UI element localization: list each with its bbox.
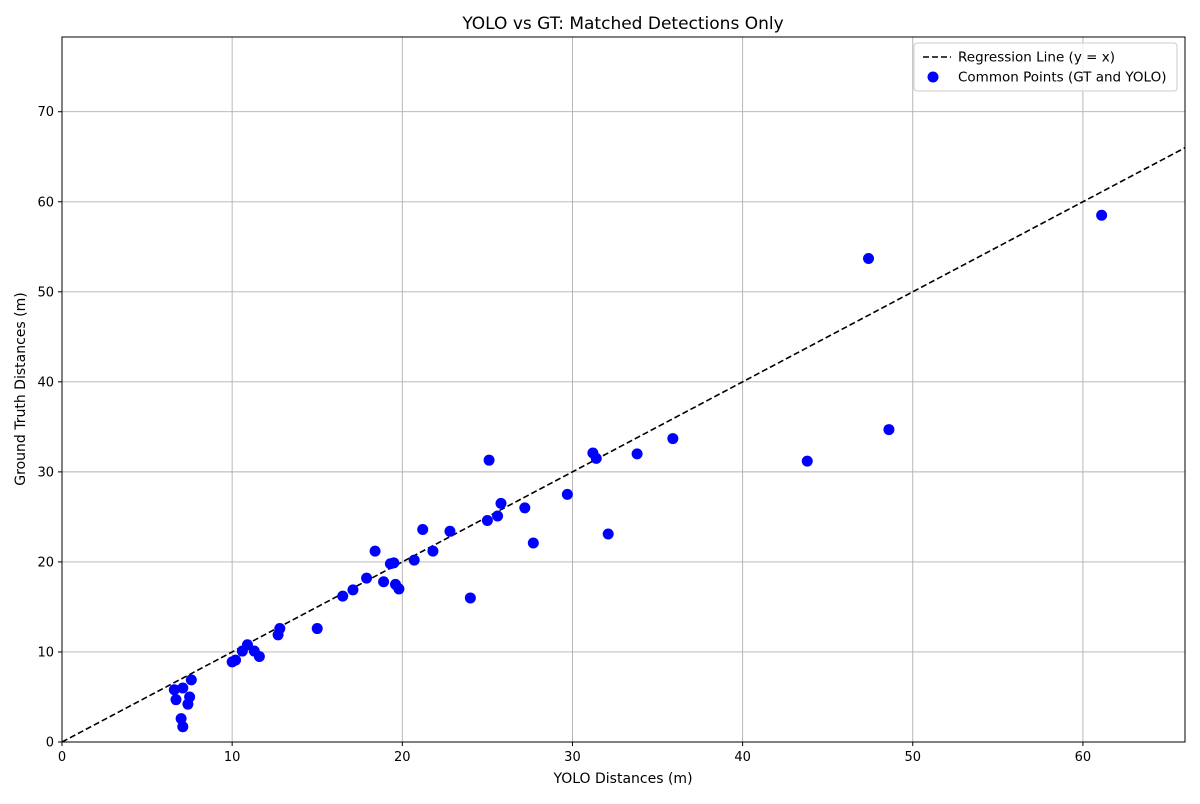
- data-point: [483, 454, 495, 466]
- y-tick-label: 0: [46, 736, 54, 751]
- x-tick-label: 60: [1075, 750, 1092, 765]
- data-point: [631, 448, 643, 460]
- data-point: [801, 455, 813, 467]
- x-tick-label: 0: [58, 750, 66, 765]
- y-axis-label: Ground Truth Distances (m): [13, 292, 29, 485]
- legend-point-swatch: [927, 71, 939, 83]
- plot-area-frame: [61, 36, 1186, 743]
- data-point: [464, 592, 476, 604]
- data-point: [667, 433, 679, 445]
- data-point: [369, 545, 381, 557]
- y-tick-label: 70: [37, 105, 54, 120]
- data-point: [311, 623, 323, 635]
- chart-title: YOLO vs GT: Matched Detections Only: [461, 14, 783, 34]
- data-point: [170, 694, 182, 706]
- data-point: [393, 583, 405, 595]
- data-point: [883, 424, 895, 436]
- x-axis-label: YOLO Distances (m): [552, 771, 692, 787]
- data-point: [182, 698, 194, 710]
- data-point: [177, 682, 189, 694]
- data-point: [168, 684, 180, 696]
- y-tick-label: 10: [37, 645, 54, 660]
- data-point: [427, 545, 439, 557]
- data-point: [495, 497, 507, 509]
- data-point: [274, 623, 286, 635]
- y-tick-label: 20: [37, 555, 54, 570]
- y-tick-label: 40: [37, 375, 54, 390]
- y-tick-label: 30: [37, 465, 54, 480]
- x-tick-label: 50: [904, 750, 921, 765]
- data-point: [253, 650, 265, 662]
- data-point: [481, 515, 493, 527]
- legend-label-common-points: Common Points (GT and YOLO): [958, 70, 1166, 86]
- data-points: [168, 209, 1108, 733]
- data-point: [361, 572, 373, 584]
- legend: Regression Line (y = x) Common Points (G…: [913, 42, 1178, 92]
- data-point: [417, 524, 429, 536]
- data-point: [561, 488, 573, 500]
- data-point: [388, 557, 400, 569]
- data-point: [378, 576, 390, 588]
- data-point: [337, 590, 349, 602]
- y-tick-label: 60: [37, 195, 54, 210]
- x-tick-label: 20: [394, 750, 411, 765]
- data-point: [602, 528, 614, 540]
- regression-line: [61, 147, 1186, 743]
- legend-box: [913, 42, 1178, 92]
- x-tick-label: 40: [734, 750, 751, 765]
- data-point: [1096, 209, 1108, 221]
- data-point: [519, 502, 531, 514]
- data-point: [444, 525, 456, 537]
- data-point: [230, 654, 242, 666]
- axis-ticks: 0 10 20 30 40 50 60 0 10 20 30 40 50 60 70: [37, 105, 1091, 765]
- data-point: [863, 252, 875, 264]
- data-point: [408, 554, 420, 566]
- x-tick-label: 30: [564, 750, 581, 765]
- data-point: [527, 537, 539, 549]
- data-point: [492, 510, 504, 522]
- x-tick-label: 10: [224, 750, 241, 765]
- grid-lines: [61, 37, 1185, 743]
- data-point: [590, 452, 602, 464]
- regression-line-layer: [61, 147, 1186, 743]
- data-point: [177, 721, 189, 733]
- legend-label-regression: Regression Line (y = x): [958, 50, 1115, 66]
- data-point: [185, 674, 197, 686]
- data-point: [347, 584, 359, 596]
- y-tick-label: 50: [37, 285, 54, 300]
